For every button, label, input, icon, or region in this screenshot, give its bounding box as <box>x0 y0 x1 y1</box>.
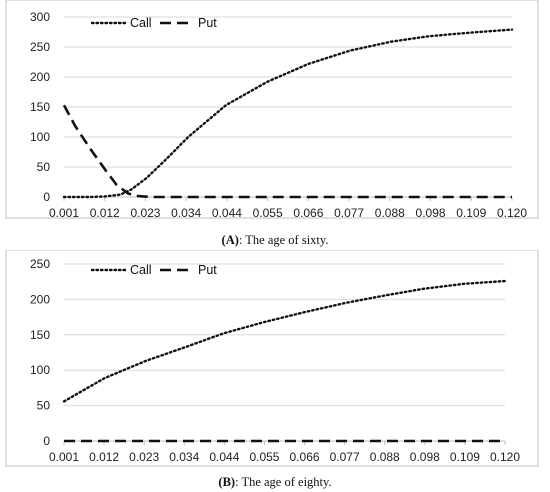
caption-a-label: (A) <box>221 233 239 247</box>
x-tick-label: 0.077 <box>334 206 364 220</box>
x-tick-label: 0.109 <box>456 206 486 220</box>
x-tick-label: 0.012 <box>90 206 120 220</box>
x-tick-label: 0.055 <box>253 206 283 220</box>
x-tick-label: 0.088 <box>375 206 405 220</box>
chart-frame <box>5 250 539 467</box>
x-tick-label: 0.120 <box>490 450 520 464</box>
y-tick-label: 150 <box>30 328 50 342</box>
x-tick-label: 0.109 <box>450 450 480 464</box>
y-tick-label: 200 <box>30 70 50 84</box>
x-tick-label: 0.023 <box>129 450 159 464</box>
chart-frame <box>5 0 539 219</box>
x-tick-label: 0.001 <box>49 206 79 220</box>
x-tick-label: 0.044 <box>209 450 239 464</box>
y-tick-label: 250 <box>30 257 50 271</box>
caption-b-label: (B) <box>218 475 236 489</box>
y-tick-label: 250 <box>30 40 50 54</box>
y-tick-label: 300 <box>30 10 50 24</box>
legend-label-call: Call <box>130 263 152 277</box>
x-tick-label: 0.066 <box>290 450 320 464</box>
caption-b: (B): The age of eighty. <box>0 475 550 490</box>
y-tick-label: 0 <box>43 190 50 204</box>
chart-b: 0 50 100 150 200 250 0.001 0.012 0.023 0.034 0.044… <box>5 250 539 467</box>
x-tick-label: 0.012 <box>89 450 119 464</box>
x-tick-label: 0.044 <box>212 206 242 220</box>
y-tick-label: 100 <box>30 363 50 377</box>
series-line-put <box>62 104 512 199</box>
legend-label-put: Put <box>198 263 217 277</box>
x-tick-label: 0.066 <box>293 206 323 220</box>
x-tick-label: 0.120 <box>497 206 527 220</box>
chart-a: 0 50 100 150 200 250 300 0.001 0.012 0.023 0.034 0.… <box>5 0 539 220</box>
x-tick-label: 0.023 <box>130 206 160 220</box>
legend-label-call: Call <box>130 16 152 30</box>
x-tick-label: 0.098 <box>410 450 440 464</box>
y-tick-label: 50 <box>37 399 51 413</box>
x-tick-label: 0.077 <box>330 450 360 464</box>
caption-a: (A): The age of sixty. <box>0 233 550 248</box>
caption-a-text: : The age of sixty. <box>238 233 329 247</box>
y-tick-label: 100 <box>30 130 50 144</box>
caption-b-text: : The age of eighty. <box>235 475 332 489</box>
series-line-call <box>62 28 514 199</box>
x-tick-label: 0.098 <box>416 206 446 220</box>
x-tick-label: 0.034 <box>171 206 201 220</box>
x-tick-label: 0.088 <box>370 450 400 464</box>
y-tick-label: 50 <box>37 160 51 174</box>
y-tick-label: 150 <box>30 100 50 114</box>
x-tick-label: 0.055 <box>249 450 279 464</box>
x-tick-label: 0.034 <box>169 450 199 464</box>
y-tick-label: 0 <box>43 434 50 448</box>
x-tick-label: 0.001 <box>49 450 79 464</box>
legend-label-put: Put <box>198 16 217 30</box>
y-tick-label: 200 <box>30 292 50 306</box>
